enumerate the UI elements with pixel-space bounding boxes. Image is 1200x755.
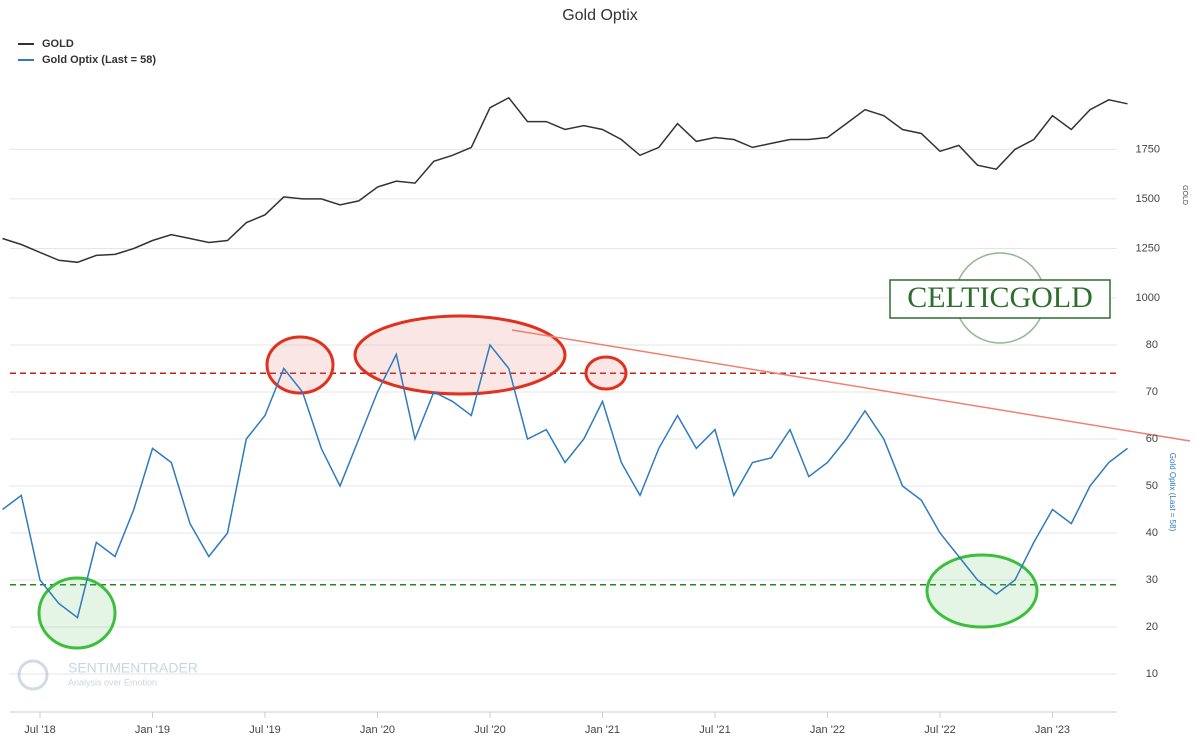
y-tick-label: 1000 [1136,292,1160,304]
watermark-text: SENTIMENTRADER [68,660,198,676]
y2-tick-label: 10 [1146,668,1158,680]
x-tick-label: Jan '21 [585,724,620,736]
y-tick-label: 1250 [1136,242,1160,254]
chart-title: Gold Optix [562,7,638,24]
watermark: SENTIMENTRADER Analysis over Emotion [17,659,198,691]
y2-tick-label: 40 [1146,527,1158,539]
x-tick-label: Jan '23 [1035,724,1070,736]
x-tick-label: Jul '20 [474,724,505,736]
logo-text: CELTICGOLD [907,281,1093,314]
y2-tick-label: 50 [1146,480,1158,492]
series-line [2,343,1128,619]
y2-tick-label: 20 [1146,621,1158,633]
watermark-tagline: Analysis over Emotion [68,677,157,687]
grid [10,148,1117,718]
red-ellipse [584,355,628,391]
red-ellipse [265,335,335,395]
green-ellipse [37,576,117,650]
annotations [37,314,1191,650]
x-tick-label: Jan '20 [360,724,395,736]
legend-label: Gold Optix (Last = 58) [42,54,156,66]
red-ellipse [353,314,567,396]
x-tick-label: Jan '22 [810,724,845,736]
y2-tick-label: 80 [1146,339,1158,351]
y2-tick-label: 70 [1146,386,1158,398]
green-ellipse [925,553,1039,629]
x-tick-label: Jul '22 [924,724,955,736]
series-line [2,96,1128,264]
legend-label: GOLD [42,38,74,50]
y-axis-title: GOLD [1181,185,1188,205]
x-tick-label: Jul '21 [699,724,730,736]
x-tick-label: Jul '19 [249,724,280,736]
x-tick-label: Jul '18 [24,724,55,736]
y-tick-label: 1750 [1136,143,1160,155]
x-tick-label: Jan '19 [135,724,170,736]
y2-axis-title: Gold Optix (Last = 58) [1168,453,1177,532]
logo: CELTICGOLD [889,252,1111,344]
y2-tick-label: 30 [1146,574,1158,586]
y-tick-label: 1500 [1136,193,1160,205]
trend-line [511,329,1191,442]
watermark-icon [17,659,49,691]
logo-box [889,279,1111,319]
y2-tick-label: 60 [1146,433,1158,445]
